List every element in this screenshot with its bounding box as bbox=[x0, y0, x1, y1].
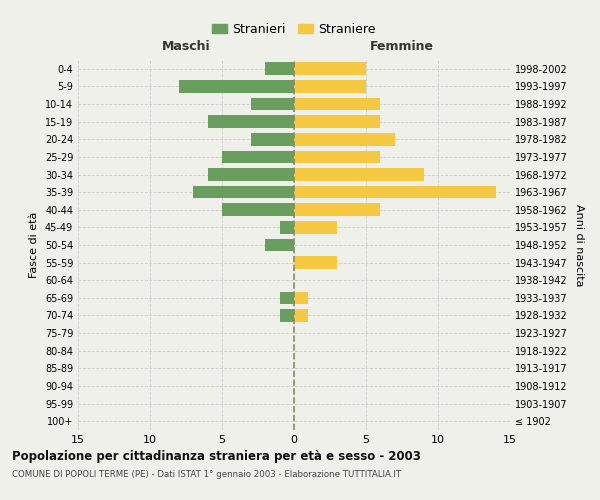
Bar bbox=[280, 309, 294, 322]
Bar bbox=[222, 204, 294, 216]
Bar bbox=[208, 116, 294, 128]
Text: Popolazione per cittadinanza straniera per età e sesso - 2003: Popolazione per cittadinanza straniera p… bbox=[12, 450, 421, 463]
Bar bbox=[265, 238, 294, 252]
Bar bbox=[294, 62, 366, 75]
Bar bbox=[294, 133, 395, 145]
Bar bbox=[294, 204, 380, 216]
Bar bbox=[222, 150, 294, 163]
Bar bbox=[251, 98, 294, 110]
Bar bbox=[193, 186, 294, 198]
Bar bbox=[294, 168, 424, 181]
Bar bbox=[280, 221, 294, 234]
Legend: Stranieri, Straniere: Stranieri, Straniere bbox=[207, 18, 381, 41]
Bar bbox=[294, 221, 337, 234]
Bar bbox=[208, 168, 294, 181]
Bar bbox=[294, 292, 308, 304]
Text: Maschi: Maschi bbox=[161, 40, 211, 52]
Y-axis label: Anni di nascita: Anni di nascita bbox=[574, 204, 584, 286]
Bar bbox=[294, 256, 337, 269]
Bar bbox=[179, 80, 294, 93]
Bar bbox=[294, 116, 380, 128]
Bar bbox=[294, 98, 380, 110]
Bar bbox=[280, 292, 294, 304]
Text: COMUNE DI POPOLI TERME (PE) - Dati ISTAT 1° gennaio 2003 - Elaborazione TUTTITAL: COMUNE DI POPOLI TERME (PE) - Dati ISTAT… bbox=[12, 470, 401, 479]
Bar bbox=[294, 309, 308, 322]
Bar bbox=[294, 150, 380, 163]
Bar bbox=[294, 186, 496, 198]
Text: Femmine: Femmine bbox=[370, 40, 434, 52]
Bar bbox=[251, 133, 294, 145]
Y-axis label: Fasce di età: Fasce di età bbox=[29, 212, 39, 278]
Bar bbox=[294, 80, 366, 93]
Bar bbox=[265, 62, 294, 75]
